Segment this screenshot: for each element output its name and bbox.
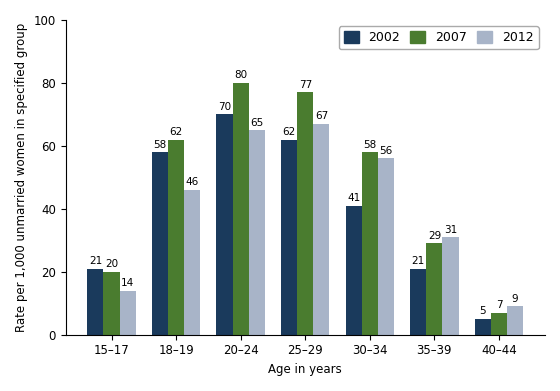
Bar <box>426 244 442 335</box>
Text: 46: 46 <box>185 178 199 187</box>
Bar <box>104 272 120 335</box>
X-axis label: Age in years: Age in years <box>268 363 342 376</box>
Bar <box>152 152 168 335</box>
Bar <box>410 269 426 335</box>
Text: 21: 21 <box>412 256 425 266</box>
Text: 14: 14 <box>121 278 134 288</box>
Bar <box>184 190 200 335</box>
Bar <box>281 140 297 335</box>
Text: 56: 56 <box>379 146 393 156</box>
Text: 77: 77 <box>298 80 312 90</box>
Text: 58: 58 <box>153 140 166 150</box>
Bar <box>314 124 329 335</box>
Y-axis label: Rate per 1,000 unmarried women in specified group: Rate per 1,000 unmarried women in specif… <box>15 23 28 332</box>
Text: 80: 80 <box>234 70 248 81</box>
Bar <box>87 269 104 335</box>
Bar <box>249 130 265 335</box>
Text: 62: 62 <box>170 127 183 137</box>
Bar <box>232 83 249 335</box>
Text: 31: 31 <box>444 225 457 235</box>
Text: 65: 65 <box>250 118 263 127</box>
Bar <box>491 313 507 335</box>
Bar <box>362 152 378 335</box>
Bar <box>120 291 136 335</box>
Text: 67: 67 <box>315 111 328 121</box>
Text: 29: 29 <box>428 231 441 241</box>
Text: 20: 20 <box>105 259 118 269</box>
Text: 21: 21 <box>89 256 102 266</box>
Text: 7: 7 <box>496 300 502 310</box>
Text: 9: 9 <box>512 294 519 304</box>
Bar <box>507 307 523 335</box>
Text: 58: 58 <box>363 140 376 150</box>
Bar <box>378 158 394 335</box>
Text: 62: 62 <box>282 127 296 137</box>
Text: 5: 5 <box>479 307 486 316</box>
Text: 41: 41 <box>347 193 360 203</box>
Text: 70: 70 <box>218 102 231 112</box>
Legend: 2002, 2007, 2012: 2002, 2007, 2012 <box>338 26 539 49</box>
Bar <box>297 92 314 335</box>
Bar <box>346 206 362 335</box>
Bar <box>217 115 232 335</box>
Bar <box>475 319 491 335</box>
Bar <box>168 140 184 335</box>
Bar <box>442 237 459 335</box>
